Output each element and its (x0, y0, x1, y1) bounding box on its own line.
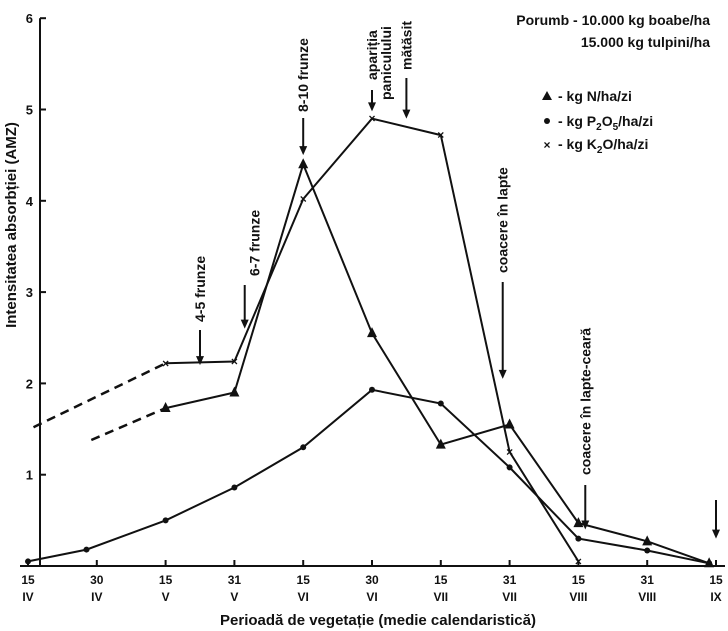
x-ticks: 15 IV 30 IV 15 V 31 V 15 VI 30 VI 15 VII 31 VII 15 VIII 31… (21, 560, 723, 604)
x-point: × (506, 445, 513, 459)
x-tick-month-label: IX (710, 590, 721, 604)
x-tick-day-label: 15 (709, 573, 723, 587)
dot-point (706, 560, 713, 567)
legend-label-n: - kg N/ha/zi (558, 88, 632, 104)
x-tick-month-label: V (162, 590, 170, 604)
x-tick-day-label: 15 (434, 573, 448, 587)
dot-marker-icon (544, 118, 550, 124)
dot-point (83, 546, 90, 553)
chart-title-line-2: 15.000 kg tulpini/ha (581, 34, 710, 50)
x-tick-day-label: 15 (159, 573, 173, 587)
series-0-dashed-line (90, 406, 167, 442)
x-tick-day-label: 15 (21, 573, 35, 587)
x-point: × (575, 554, 582, 568)
chart-title-line-1: Porumb - 10.000 kg boabe/ha (516, 12, 710, 28)
y-tick-label: 4 (26, 194, 34, 209)
x-tick-day-label: 15 (572, 573, 586, 587)
annotations: 4-5 frunze 6-7 frunze 8-10 frunze aparițiap… (192, 21, 720, 539)
annotation-6-7-frunze: 6-7 frunze (247, 210, 263, 276)
x-point: × (231, 354, 238, 368)
x-marker-icon: × (543, 138, 550, 152)
legend-item-p2o5: - kg P2O5/ha/zi (544, 113, 653, 133)
series-2-line (165, 117, 580, 562)
dot-point (162, 517, 169, 524)
dot-point (575, 535, 582, 542)
annotation-coacere-in-lapte-arrow-head (498, 369, 507, 379)
series-group: × × × × × × × (25, 112, 715, 568)
annotation-4-5-frunze-arrow-head (196, 356, 204, 366)
annotation-coacere-in-lapte-ceara-arrow-head (581, 520, 590, 530)
annotation-end-arrow-head (712, 529, 720, 539)
annotation-coacere-in-lapte: coacere în lapte (495, 167, 511, 273)
dot-point (300, 444, 307, 451)
x-tick-month-label: VII (433, 590, 448, 604)
dot-point (437, 400, 444, 407)
annotation-8-10-frunze: 8-10 frunze (295, 38, 311, 112)
annotation-coacere-in-lapte-ceara: coacere în lapte-ceară (577, 328, 593, 475)
annotation-paniculului: paniculului (378, 26, 394, 100)
y-tick-label: 5 (26, 103, 33, 118)
y-axis-label: Intensitatea absorbției (AMZ) (3, 122, 20, 328)
annotation-6-7-frunze-arrow-head (240, 319, 249, 329)
y-tick-label: 3 (26, 285, 33, 300)
dot-point (25, 558, 31, 565)
dot-point (369, 386, 375, 393)
x-axis-label: Perioadă de vegetație (medie calendarist… (220, 612, 536, 629)
x-tick-month-label: VI (298, 590, 309, 604)
x-tick-month-label: IV (91, 590, 102, 604)
x-tick-day-label: 31 (503, 573, 517, 587)
x-tick-month-label: VI (366, 590, 377, 604)
y-tick-label: 1 (26, 468, 33, 483)
annotation-8-10-frunze-arrow-head (299, 146, 308, 156)
triangle-point (229, 386, 240, 397)
y-tick-label: 2 (26, 376, 33, 391)
x-tick-day-label: 30 (365, 573, 379, 587)
series-1-line (27, 388, 710, 565)
x-point: × (368, 112, 375, 126)
annotation-aparitia-paniculului-arrow-head (368, 102, 376, 112)
x-tick-day-label: 31 (228, 573, 242, 587)
legend-label-p2o5: - kg P2O5/ha/zi (558, 113, 653, 133)
annotation-matasit-arrow-head (402, 109, 411, 119)
annotation-aparitia: apariția (364, 30, 380, 80)
legend-item-k2o: × - kg K2O/ha/zi (543, 136, 648, 156)
legend-item-n: - kg N/ha/zi (542, 88, 632, 104)
x-point: × (162, 356, 169, 370)
x-tick-month-label: V (230, 590, 238, 604)
triangle-point (367, 327, 377, 338)
legend-label-k2o: - kg K2O/ha/zi (558, 136, 648, 156)
x-tick-month-label: VIII (638, 590, 656, 604)
legend: - kg N/ha/zi - kg P2O5/ha/zi × - kg K2O/… (542, 88, 653, 156)
y-ticks: 1 2 3 4 5 6 (26, 11, 46, 483)
x-tick-day-label: 31 (641, 573, 655, 587)
triangle-point (160, 402, 171, 413)
triangle-point (298, 158, 309, 169)
series-2-dashed-line (32, 362, 167, 429)
dot-point (506, 464, 513, 471)
triangle-point (435, 438, 446, 449)
triangle-marker-icon (542, 91, 552, 100)
triangle-point (642, 535, 653, 546)
x-tick-month-label: VII (502, 590, 517, 604)
dot-point (231, 484, 238, 491)
x-tick-month-label: VIII (569, 590, 587, 604)
triangle-point (573, 517, 584, 528)
dot-point (644, 547, 651, 554)
triangle-point (504, 418, 515, 429)
x-tick-day-label: 15 (297, 573, 311, 587)
x-point: × (437, 128, 444, 142)
annotation-matasit: mătăsit (398, 21, 414, 70)
annotation-4-5-frunze: 4-5 frunze (192, 256, 208, 322)
y-tick-label: 6 (26, 11, 33, 26)
x-tick-month-label: IV (22, 590, 33, 604)
x-point: × (300, 192, 307, 206)
x-tick-day-label: 30 (90, 573, 104, 587)
